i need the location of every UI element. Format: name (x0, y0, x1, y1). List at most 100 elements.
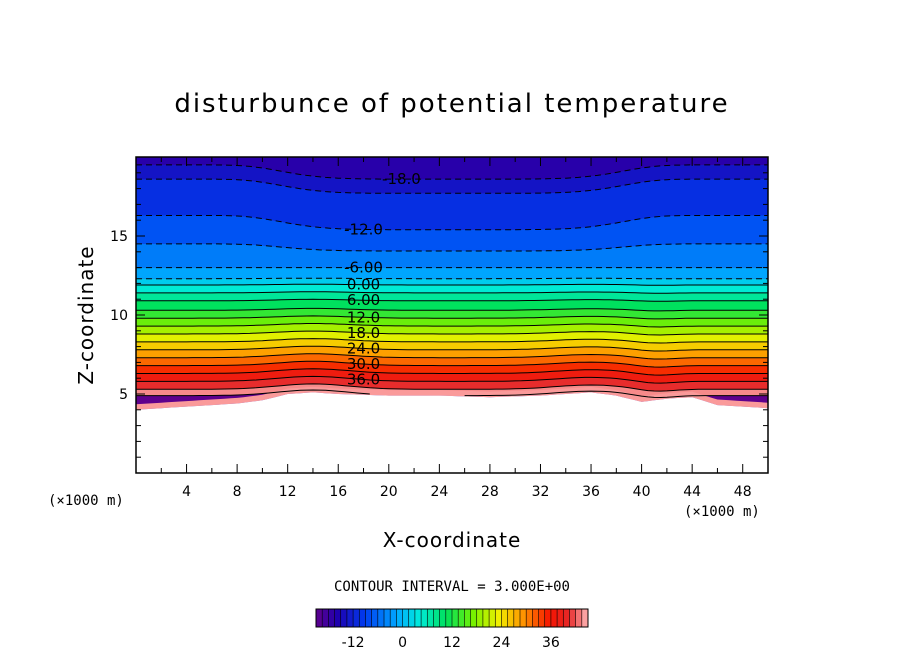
contour-line (136, 307, 768, 312)
chart-title: disturbunce of potential temperature (174, 89, 729, 119)
terrain (136, 392, 768, 473)
contour-line (136, 353, 768, 360)
colorbar-cell (414, 609, 422, 627)
field-band (136, 243, 768, 268)
contour-line (136, 215, 768, 231)
x-tick-label: 8 (233, 484, 242, 500)
colorbar-cell (433, 609, 440, 627)
colorbar-cell (408, 609, 416, 627)
colorbar-cell (569, 609, 576, 627)
contour-line (136, 338, 768, 344)
contour-line (136, 368, 768, 376)
contour-label: 0.00 (347, 276, 380, 294)
colorbar-cell (390, 609, 397, 627)
contour-line (136, 323, 768, 328)
colorbar-tick-label: 36 (542, 635, 560, 651)
y-axis-ticks: 5 10 15 (110, 172, 768, 458)
colorbar-cell (526, 609, 533, 627)
colorbar-cell (470, 609, 478, 627)
contour-label: 12.0 (347, 308, 380, 326)
colorbar-cell (365, 609, 372, 627)
colorbar-cell (402, 609, 410, 627)
contour-label: 24.0 (347, 339, 380, 357)
contour-line (136, 389, 768, 399)
colorbar-cell (346, 609, 354, 627)
colorbar-cell (334, 609, 342, 627)
colorbar-tick-label: 0 (398, 635, 407, 651)
colorbar-cell (476, 609, 484, 627)
field-band (136, 299, 768, 311)
colorbar-cell (359, 609, 366, 627)
colorbar-cell (538, 609, 546, 627)
colorbar-cell (501, 609, 508, 627)
colorbar-cell (563, 609, 570, 627)
colorbar-tick-label: -12 (342, 635, 365, 651)
contour-label: 30.0 (347, 355, 380, 373)
colorbar-cell (452, 609, 459, 627)
y-tick-label: 15 (110, 229, 128, 245)
x-tick-label: 4 (182, 484, 191, 500)
contour-line (136, 277, 768, 280)
contour-line (136, 360, 768, 368)
terrain-edge-band (136, 386, 768, 410)
x-tick-label: 40 (633, 484, 651, 500)
colorbar-cell (371, 609, 379, 627)
field-band (136, 284, 768, 294)
colorbar (315, 608, 589, 628)
colorbar-cell (316, 609, 323, 627)
x-tick-label: 16 (329, 484, 347, 500)
field-band (136, 323, 768, 335)
colorbar-cell (513, 609, 521, 627)
colorbar-cell (520, 609, 527, 627)
contour-labels: -18.0 -12.0 -6.000.006.0012.018.024.030.03… (344, 170, 421, 388)
y-tick-label: 10 (110, 308, 128, 324)
contour-lines (136, 164, 768, 399)
field-band (136, 291, 768, 302)
contour-label: 36.0 (347, 371, 380, 389)
x-tick-label: 12 (279, 484, 297, 500)
contour-label: 18.0 (347, 324, 380, 342)
contour-line (136, 298, 768, 302)
colorbar-cell (421, 609, 428, 627)
contour-line (136, 375, 768, 384)
field-band (136, 338, 768, 351)
contour-line (136, 178, 768, 194)
x-axis-title: X-coordinate (383, 528, 522, 552)
colorbar-ticks: -12 0 12 24 36 (342, 635, 560, 651)
x-tick-label: 28 (481, 484, 499, 500)
colorbar-cell (507, 609, 515, 627)
colorbar-cell (532, 609, 539, 627)
colorbar-tick-label: 24 (493, 635, 511, 651)
contour-line (136, 164, 768, 180)
field-band (136, 376, 768, 392)
colorbar-cell (427, 609, 434, 627)
field-band (136, 353, 768, 368)
colorbar-cell (377, 609, 385, 627)
contour-line (136, 383, 768, 392)
colorbar-cell (322, 609, 329, 627)
colorbar-cell (550, 609, 558, 627)
field-band (136, 278, 768, 286)
colorbar-cell (575, 609, 583, 627)
colorbar-cell (328, 609, 335, 627)
colorbar-cell (384, 609, 391, 627)
colorbar-cell (557, 609, 564, 627)
z-unit-label: (×1000 m) (48, 493, 124, 509)
colorbar-cell (482, 609, 490, 627)
field-band (136, 179, 768, 230)
contour-label: -18.0 (382, 170, 421, 188)
contour-line (136, 345, 768, 352)
contour-line (136, 283, 768, 286)
temperature-field (136, 157, 768, 473)
colorbar-tick-label: 12 (443, 635, 461, 651)
x-unit-label: (×1000 m) (684, 504, 760, 520)
field-band (136, 361, 768, 376)
x-tick-label: 36 (582, 484, 600, 500)
x-tick-label: 32 (532, 484, 550, 500)
x-tick-label: 24 (430, 484, 448, 500)
colorbar-cell (353, 609, 360, 627)
contour-line (136, 291, 768, 294)
contour-label: -12.0 (344, 220, 383, 238)
colorbar-cell (439, 609, 447, 627)
colorbar-cell (464, 609, 471, 627)
